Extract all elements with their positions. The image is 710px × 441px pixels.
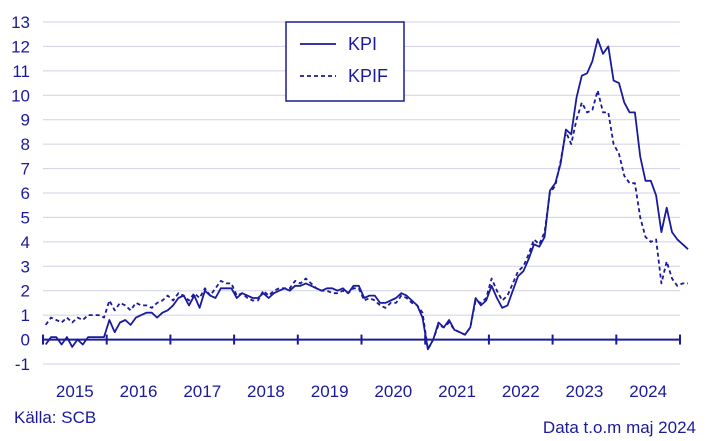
y-tick-label: 8 xyxy=(21,135,30,154)
x-tick-label: 2021 xyxy=(438,382,476,401)
x-tick-label: 2017 xyxy=(183,382,221,401)
y-tick-label: -1 xyxy=(15,355,30,374)
x-tick-label: 2020 xyxy=(374,382,412,401)
x-tick-label: 2018 xyxy=(247,382,285,401)
y-tick-label: 4 xyxy=(21,233,30,252)
y-tick-label: 12 xyxy=(11,37,30,56)
y-tick-label: 11 xyxy=(12,62,30,81)
x-tick-label: 2016 xyxy=(120,382,158,401)
series-lines xyxy=(44,38,689,351)
x-axis-tick-labels: 2015 2016 2017 2018 2019 2020 2021 2022 2023 2024 xyxy=(56,382,667,401)
legend-box xyxy=(285,21,405,102)
y-tick-label: 10 xyxy=(11,86,30,105)
y-tick-label: 9 xyxy=(21,111,30,130)
x-tick-label: 2015 xyxy=(56,382,94,401)
data-period-note: Data t.o.m maj 2024 xyxy=(542,418,696,437)
y-tick-label: 1 xyxy=(21,306,30,325)
x-tick-label: 2019 xyxy=(311,382,349,401)
legend-label-kpi: KPI xyxy=(348,34,377,54)
y-tick-label: 3 xyxy=(21,257,30,276)
source-note: Källa: SCB xyxy=(14,408,97,427)
y-tick-label: 13 xyxy=(11,13,30,32)
series-line-kpi xyxy=(44,38,689,351)
y-tick-label: 7 xyxy=(21,160,30,179)
x-axis xyxy=(42,334,681,345)
y-tick-label: 2 xyxy=(21,282,30,301)
y-tick-label: 0 xyxy=(21,331,30,350)
x-tick-label: 2022 xyxy=(502,382,540,401)
y-tick-label: 6 xyxy=(21,184,30,203)
x-tick-label: 2023 xyxy=(566,382,604,401)
series-line-kpif xyxy=(44,89,688,351)
y-tick-label: 5 xyxy=(21,208,30,227)
legend-label-kpif: KPIF xyxy=(348,66,388,86)
legend: KPI KPIF xyxy=(285,21,405,102)
x-tick-label: 2024 xyxy=(629,382,667,401)
